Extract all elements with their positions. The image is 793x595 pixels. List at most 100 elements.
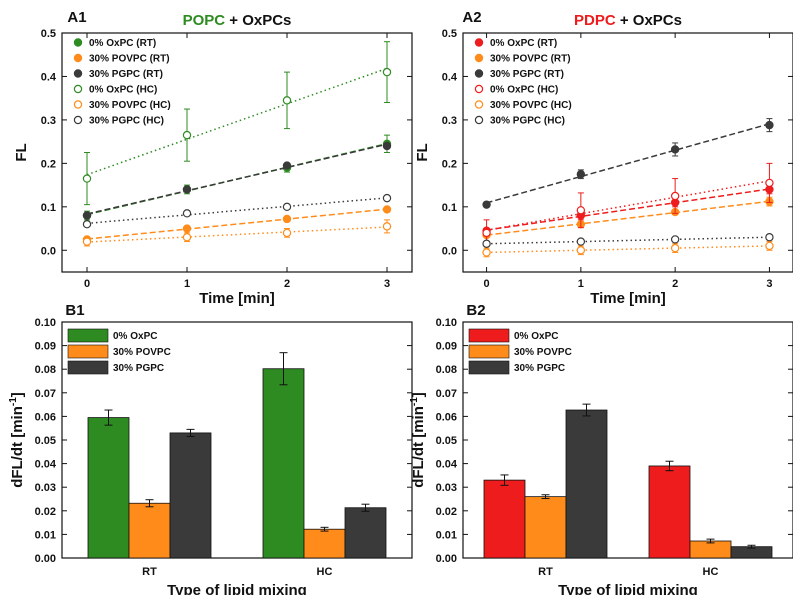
series-2 xyxy=(82,141,392,220)
y-tick-label: 0.08 xyxy=(35,364,56,376)
legend-label: 30% POVPC xyxy=(514,347,572,358)
y-tick-label: 0.10 xyxy=(35,317,56,329)
legend-label: 30% PGPC (RT) xyxy=(490,69,564,80)
series-0 xyxy=(82,134,392,221)
legend-marker xyxy=(73,69,83,78)
y-axis-label-text: dFL/dt [min xyxy=(9,406,26,488)
y-tick-label: 0.05 xyxy=(35,435,56,447)
data-point xyxy=(82,174,92,183)
fit-line xyxy=(486,200,770,236)
data-point xyxy=(382,67,392,77)
x-axis-label: Type of lipid mixing xyxy=(558,582,698,595)
fit-line xyxy=(86,143,388,215)
data-point xyxy=(82,219,92,229)
legend-swatch xyxy=(67,344,109,359)
bar-30-povpc xyxy=(689,540,732,559)
y-axis-label-sup: -1 xyxy=(8,397,19,406)
legend-label: 0% OxPC xyxy=(113,331,157,342)
bar-0-oxpc xyxy=(262,368,305,559)
data-point xyxy=(182,224,192,233)
bar-30-povpc xyxy=(524,496,567,559)
plot-frame xyxy=(61,32,413,273)
y-axis-label: dFL/dt [min-1] xyxy=(409,392,427,488)
data-point xyxy=(282,228,292,238)
legend-label: 30% POVPC (HC) xyxy=(490,100,572,111)
legend-label: 0% OxPC (HC) xyxy=(89,85,157,96)
data-point xyxy=(282,214,292,224)
bar-30-pgpc xyxy=(565,409,608,559)
panel-label: A1 xyxy=(67,9,86,26)
series-2 xyxy=(482,118,774,209)
y-tick-label: 0.08 xyxy=(436,364,457,376)
data-point xyxy=(282,202,292,212)
series-4 xyxy=(482,241,774,258)
y-axis-label-text: FL xyxy=(13,143,30,161)
x-tick-label: 1 xyxy=(184,278,190,290)
data-point xyxy=(182,233,192,242)
panel-b1: B1 0.00 0.01 0.02 0.03 0.04 0.05 0.06 0.07 0.08 0.… xyxy=(8,302,413,595)
panel-b2: B2 0.00 0.01 0.02 0.03 0.04 0.05 0.06 0.07 0.08 0.… xyxy=(409,302,793,595)
bar-0-oxpc xyxy=(87,417,130,559)
fit-line xyxy=(86,226,388,243)
legend: 0% OxPC 30% POVPC 30% PGPC xyxy=(67,328,171,375)
x-tick-label: 1 xyxy=(578,278,584,290)
legend-marker xyxy=(474,84,484,94)
data-point xyxy=(765,233,774,242)
bar-30-povpc xyxy=(128,502,171,559)
data-point xyxy=(765,178,774,188)
y-tick-label: 0.03 xyxy=(35,482,56,494)
x-axis-label: Time [min] xyxy=(590,290,666,307)
legend-label: 30% PGPC xyxy=(514,363,565,374)
x-tick-label: HC xyxy=(703,566,719,578)
panel-label: B1 xyxy=(65,302,84,319)
legend-label: 30% PGPC xyxy=(113,363,164,374)
data-point xyxy=(382,193,392,203)
chart-title: POPC + OxPCs xyxy=(183,12,292,29)
title-suffix: + OxPCs xyxy=(225,12,291,29)
bar-0-oxpc xyxy=(648,465,691,559)
y-tick-label: 0.01 xyxy=(436,529,457,541)
fit-line xyxy=(486,188,770,231)
data-point xyxy=(82,211,92,220)
y-tick-label: 0.1 xyxy=(41,202,56,214)
data-point xyxy=(282,161,292,170)
data-point xyxy=(670,191,680,201)
y-axis-label: FL xyxy=(414,143,431,161)
data-point xyxy=(482,228,491,238)
legend-swatch xyxy=(67,328,109,343)
y-tick-label: 0.07 xyxy=(35,388,56,400)
legend-marker xyxy=(474,38,484,47)
data-point xyxy=(382,222,392,231)
series-5 xyxy=(482,233,774,248)
y-axis-label: FL xyxy=(13,143,30,161)
series-5 xyxy=(82,193,392,229)
y-tick-label: 0.0 xyxy=(41,245,56,257)
data-point xyxy=(382,205,392,214)
fit-line xyxy=(486,245,770,254)
legend-marker xyxy=(73,53,83,63)
y-tick-label: 0.4 xyxy=(41,71,57,83)
panel-label: A2 xyxy=(462,9,481,26)
legend-label: 0% OxPC (HC) xyxy=(490,85,558,96)
data-point xyxy=(82,237,92,246)
y-tick-label: 0.07 xyxy=(436,388,457,400)
legend-marker xyxy=(474,100,484,109)
y-axis-label-end: ] xyxy=(410,392,427,397)
legend: 0% OxPC (RT) 30% POVPC (RT) 30% PGPC (RT) 0… xyxy=(474,38,572,127)
x-tick-label: 3 xyxy=(766,278,772,290)
x-tick-label: RT xyxy=(538,566,553,578)
data-point xyxy=(482,239,491,248)
data-point xyxy=(576,206,586,215)
x-tick-label: 0 xyxy=(484,278,490,290)
data-point xyxy=(182,209,192,218)
legend-label: 30% POVPC (HC) xyxy=(89,100,171,111)
data-point xyxy=(182,130,192,140)
title-suffix: + OxPCs xyxy=(616,12,682,29)
y-tick-label: 0.3 xyxy=(442,115,457,127)
title-lipid: PDPC xyxy=(574,12,616,29)
y-tick-label: 0.04 xyxy=(436,459,458,471)
y-axis-label-sup: -1 xyxy=(409,397,420,406)
y-tick-label: 0.01 xyxy=(35,529,56,541)
y-tick-label: 0.4 xyxy=(442,71,458,83)
